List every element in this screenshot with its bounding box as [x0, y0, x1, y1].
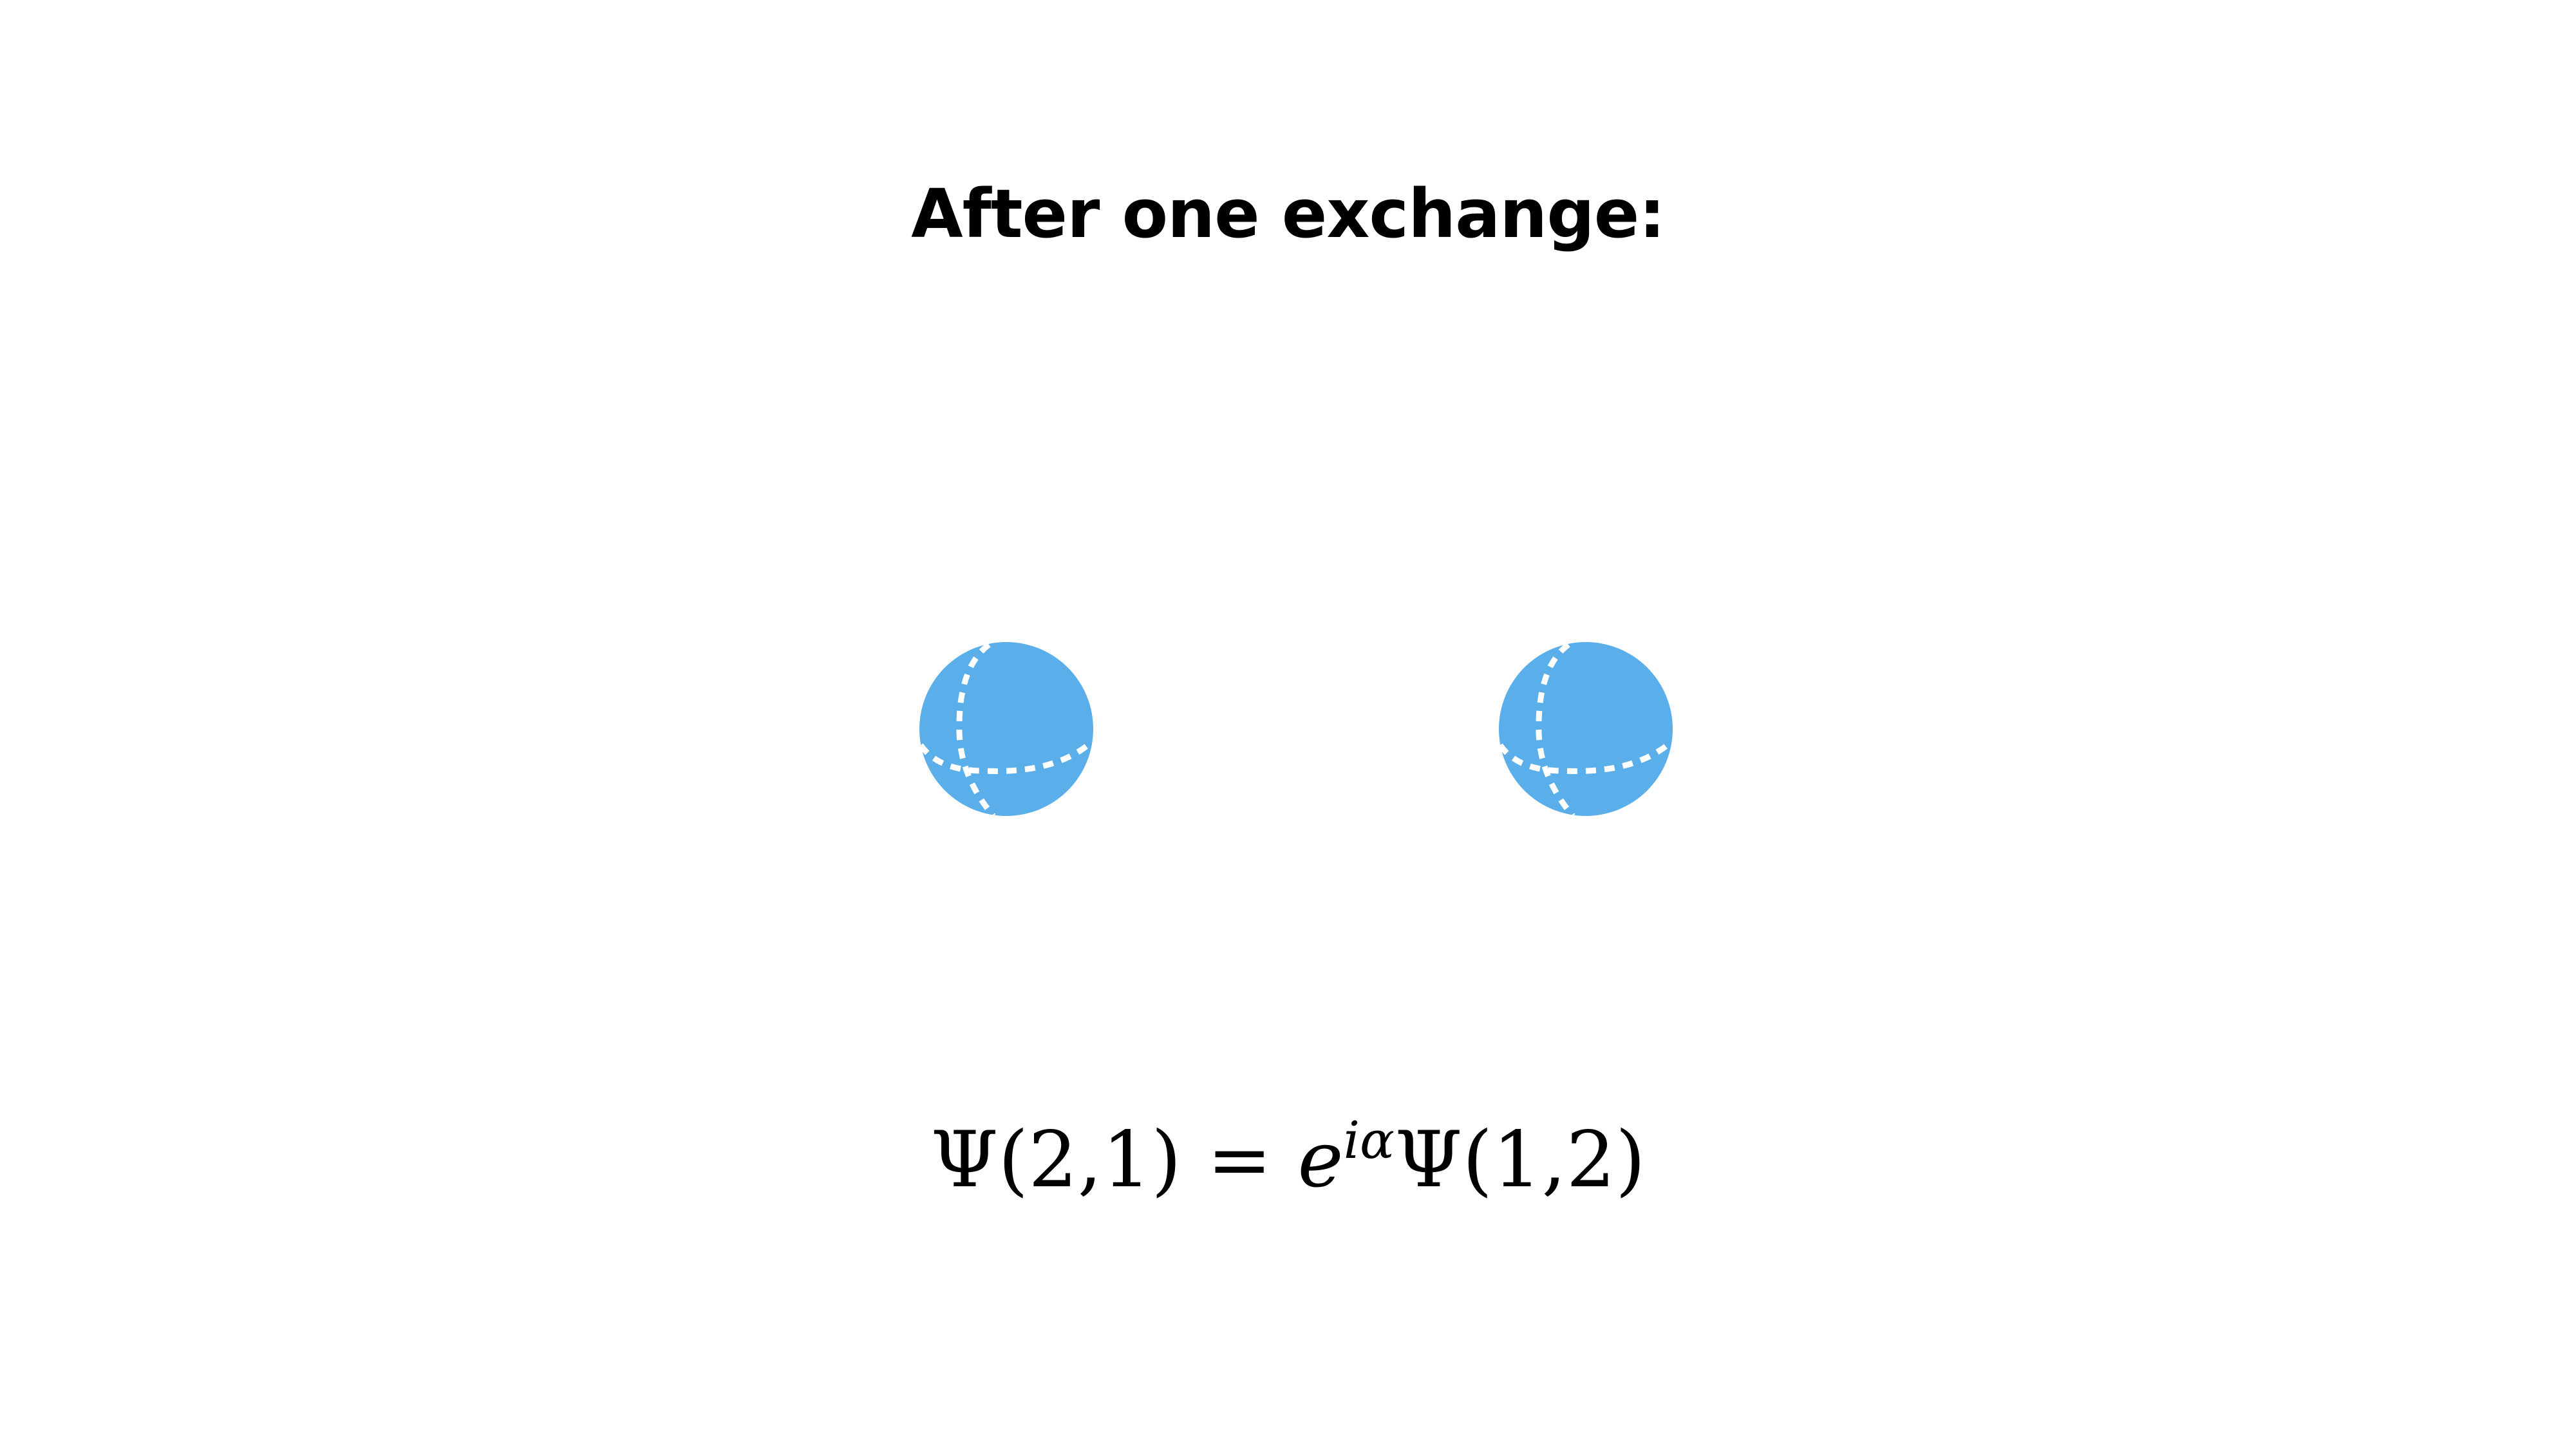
particle-right-body: [1499, 642, 1673, 816]
equation-lhs-args: (2,1): [998, 1115, 1181, 1205]
equation-equals: =: [1207, 1115, 1272, 1205]
equation-lhs-psi: Ψ: [930, 1115, 999, 1205]
particle-right: [1499, 642, 1673, 816]
equation-rhs-psi: Ψ: [1395, 1115, 1463, 1205]
particle-left: [919, 642, 1093, 816]
equation-base-e: e: [1297, 1115, 1344, 1205]
particle-right-seam-horizontal: [1499, 739, 1673, 774]
particle-right-seam-vertical: [1536, 642, 1575, 816]
slide-title: After one exchange:: [911, 175, 1666, 253]
exchange-equation: Ψ(2,1) = eiαΨ(1,2): [0, 1114, 2576, 1207]
particle-left-seam-horizontal: [919, 739, 1093, 774]
equation-exponent: iα: [1343, 1110, 1395, 1170]
particle-left-seam-vertical: [956, 642, 996, 816]
equation-rhs-args: (1,2): [1462, 1115, 1646, 1205]
particle-left-body: [919, 642, 1093, 816]
